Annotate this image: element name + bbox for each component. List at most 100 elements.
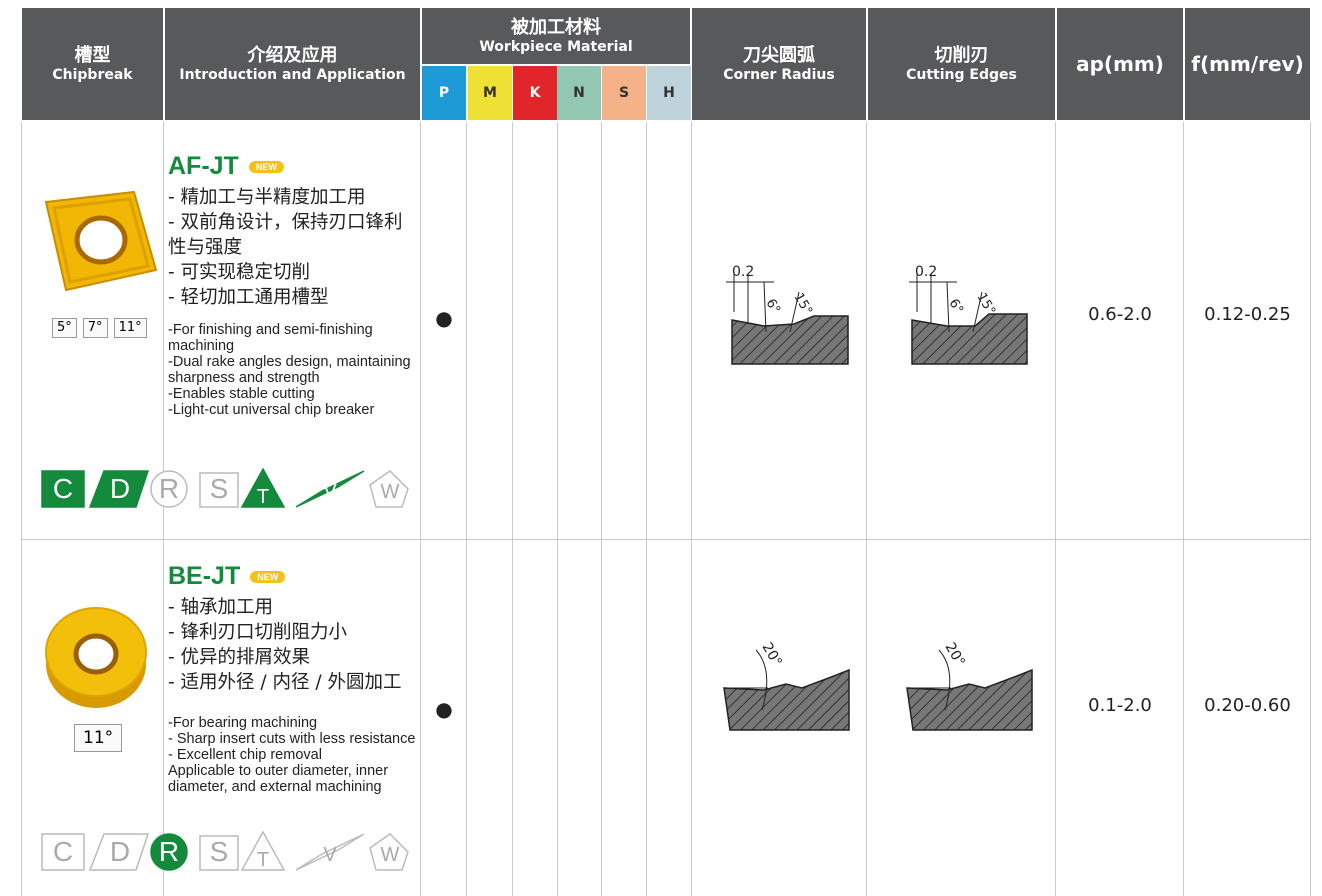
table-cell: [646, 122, 692, 540]
name-text: BE-JT: [168, 562, 241, 590]
edge-diagram: 20°: [905, 640, 1033, 731]
intro: AF-JT NEW - 精加工与半精度加工用 - 双前角设计，保持刃口锋利性与强度 - …: [168, 152, 424, 418]
new-badge: NEW: [248, 160, 284, 173]
shape-icon: [150, 833, 188, 871]
clearance-angle: 5°: [52, 318, 77, 338]
grade-cell: H: [647, 66, 691, 120]
insert-svg: [45, 607, 147, 708]
shape-icon: [369, 833, 409, 871]
shape-letter: C: [53, 836, 73, 867]
features-en: -For bearing machining - Sharp insert cut…: [168, 715, 424, 795]
workpiece: [905, 668, 1033, 731]
table-cell: [1056, 540, 1184, 896]
ap-value: 0.6-2.0: [1088, 303, 1152, 325]
clearance-angle: 11°: [113, 318, 147, 338]
header-cell: 切削刃 Cutting Edges: [868, 8, 1055, 120]
header-text: f(mm/rev): [1191, 52, 1304, 76]
table-cell: [556, 122, 602, 540]
table-cell: [601, 122, 647, 540]
material-mark: ●: [435, 306, 453, 331]
shape-letter: W: [381, 844, 400, 866]
table-cell: [1184, 122, 1311, 540]
header-cell: f(mm/rev): [1185, 8, 1310, 120]
shape-letter: D: [110, 836, 130, 867]
shape-letter: C: [53, 473, 73, 504]
diagram-label: 0.2: [915, 264, 937, 280]
header-cell: 介绍及应用 Introduction and Application: [165, 8, 420, 120]
clearance-angles: 11°: [74, 724, 123, 752]
table-cell: [421, 540, 467, 896]
header-en: Workpiece Material: [479, 38, 633, 55]
features-en: -For finishing and semi-finishing machin…: [168, 322, 424, 418]
insert-chipbreak: [52, 197, 150, 284]
new-badge: NEW: [250, 570, 286, 583]
shape-letter: S: [210, 473, 229, 504]
name-text: AF-JT: [168, 152, 239, 180]
shape-letter: V: [323, 844, 337, 866]
chip-name: BE-JT NEW: [168, 562, 424, 591]
feature-en: -Dual rake angles design, maintaining sh…: [168, 354, 411, 386]
shape-letter: R: [159, 836, 179, 867]
header-cell: 刀尖圆弧 Corner Radius: [692, 8, 866, 120]
shape-icon: [240, 467, 286, 508]
feature-en: -Light-cut universal chip breaker: [168, 402, 375, 418]
table-cell: [512, 122, 558, 540]
clearance-angle: 7°: [82, 318, 108, 338]
edge-diagram: 0.26° 15°: [908, 264, 1028, 365]
ap-value: 0.1-2.0: [1088, 695, 1152, 717]
feature-en: -For finishing and semi-finishing machin…: [168, 322, 373, 354]
angle-line: [763, 281, 767, 333]
table-cell: [467, 122, 513, 540]
shape-icon: [240, 830, 286, 871]
table-cell: [1184, 540, 1311, 896]
diagram-label: 20°: [759, 640, 785, 670]
features-zh: - 轴承加工用 - 锋利刃口切削阻力小 - 优异的排屑效果 - 适用外径 / 内径 /…: [168, 595, 408, 695]
header-cell: 槽型 Chipbreak: [22, 8, 163, 120]
table-cell: [556, 540, 602, 896]
shape-letter: V: [323, 481, 337, 503]
shape-letter: T: [257, 849, 269, 871]
feature-zh: - 适用外径 / 内径 / 外圆加工: [168, 672, 402, 693]
feature-en: - Excellent chip removal: [168, 747, 322, 763]
insert-image: [44, 190, 158, 292]
shape-icon: [88, 833, 150, 871]
feature-en: -For bearing machining: [168, 715, 318, 731]
diagram-label: 20°: [941, 640, 967, 670]
shape-letter: T: [257, 486, 269, 508]
insert-hole: [73, 633, 119, 675]
header-cell: ap(mm): [1057, 8, 1183, 120]
edge-diagram: 20°: [723, 640, 850, 731]
table-cell: [164, 122, 421, 540]
shape-letter: S: [210, 836, 229, 867]
header-cell: 被加工材料 Workpiece Material: [422, 8, 690, 64]
shape-letter: W: [381, 481, 400, 503]
shape-letter: R: [159, 473, 179, 504]
table-cell: [421, 122, 467, 540]
header-text: ap(mm): [1076, 52, 1164, 76]
material-mark: ●: [435, 697, 453, 722]
insert-image: [45, 607, 147, 708]
f-value: 0.20-0.60: [1204, 695, 1291, 717]
angle-arc: [755, 649, 768, 711]
grade-cell: N: [557, 66, 601, 120]
diagram-label: 0.2: [732, 264, 754, 280]
shape-letter: D: [110, 473, 130, 504]
feature-zh: - 轻切加工通用槽型: [168, 287, 329, 308]
grade-cell: S: [602, 66, 646, 120]
header-zh: 被加工材料: [511, 16, 601, 38]
table-cell: [691, 540, 867, 896]
table-cell: [646, 540, 692, 896]
shape-icon: [199, 835, 239, 871]
features-zh: - 精加工与半精度加工用 - 双前角设计，保持刃口锋利性与强度 - 可实现稳定切削 -…: [168, 185, 408, 310]
table-cell: [164, 540, 421, 896]
table-cell: [691, 122, 867, 540]
table-cell: [867, 122, 1056, 540]
workpiece: [723, 668, 850, 731]
feature-zh: - 双前角设计，保持刃口锋利性与强度: [168, 212, 403, 258]
header-zh: 介绍及应用: [247, 44, 338, 66]
shape-icon: [41, 470, 85, 508]
feature-zh: - 精加工与半精度加工用: [168, 187, 366, 208]
grade-cell: K: [513, 66, 557, 120]
